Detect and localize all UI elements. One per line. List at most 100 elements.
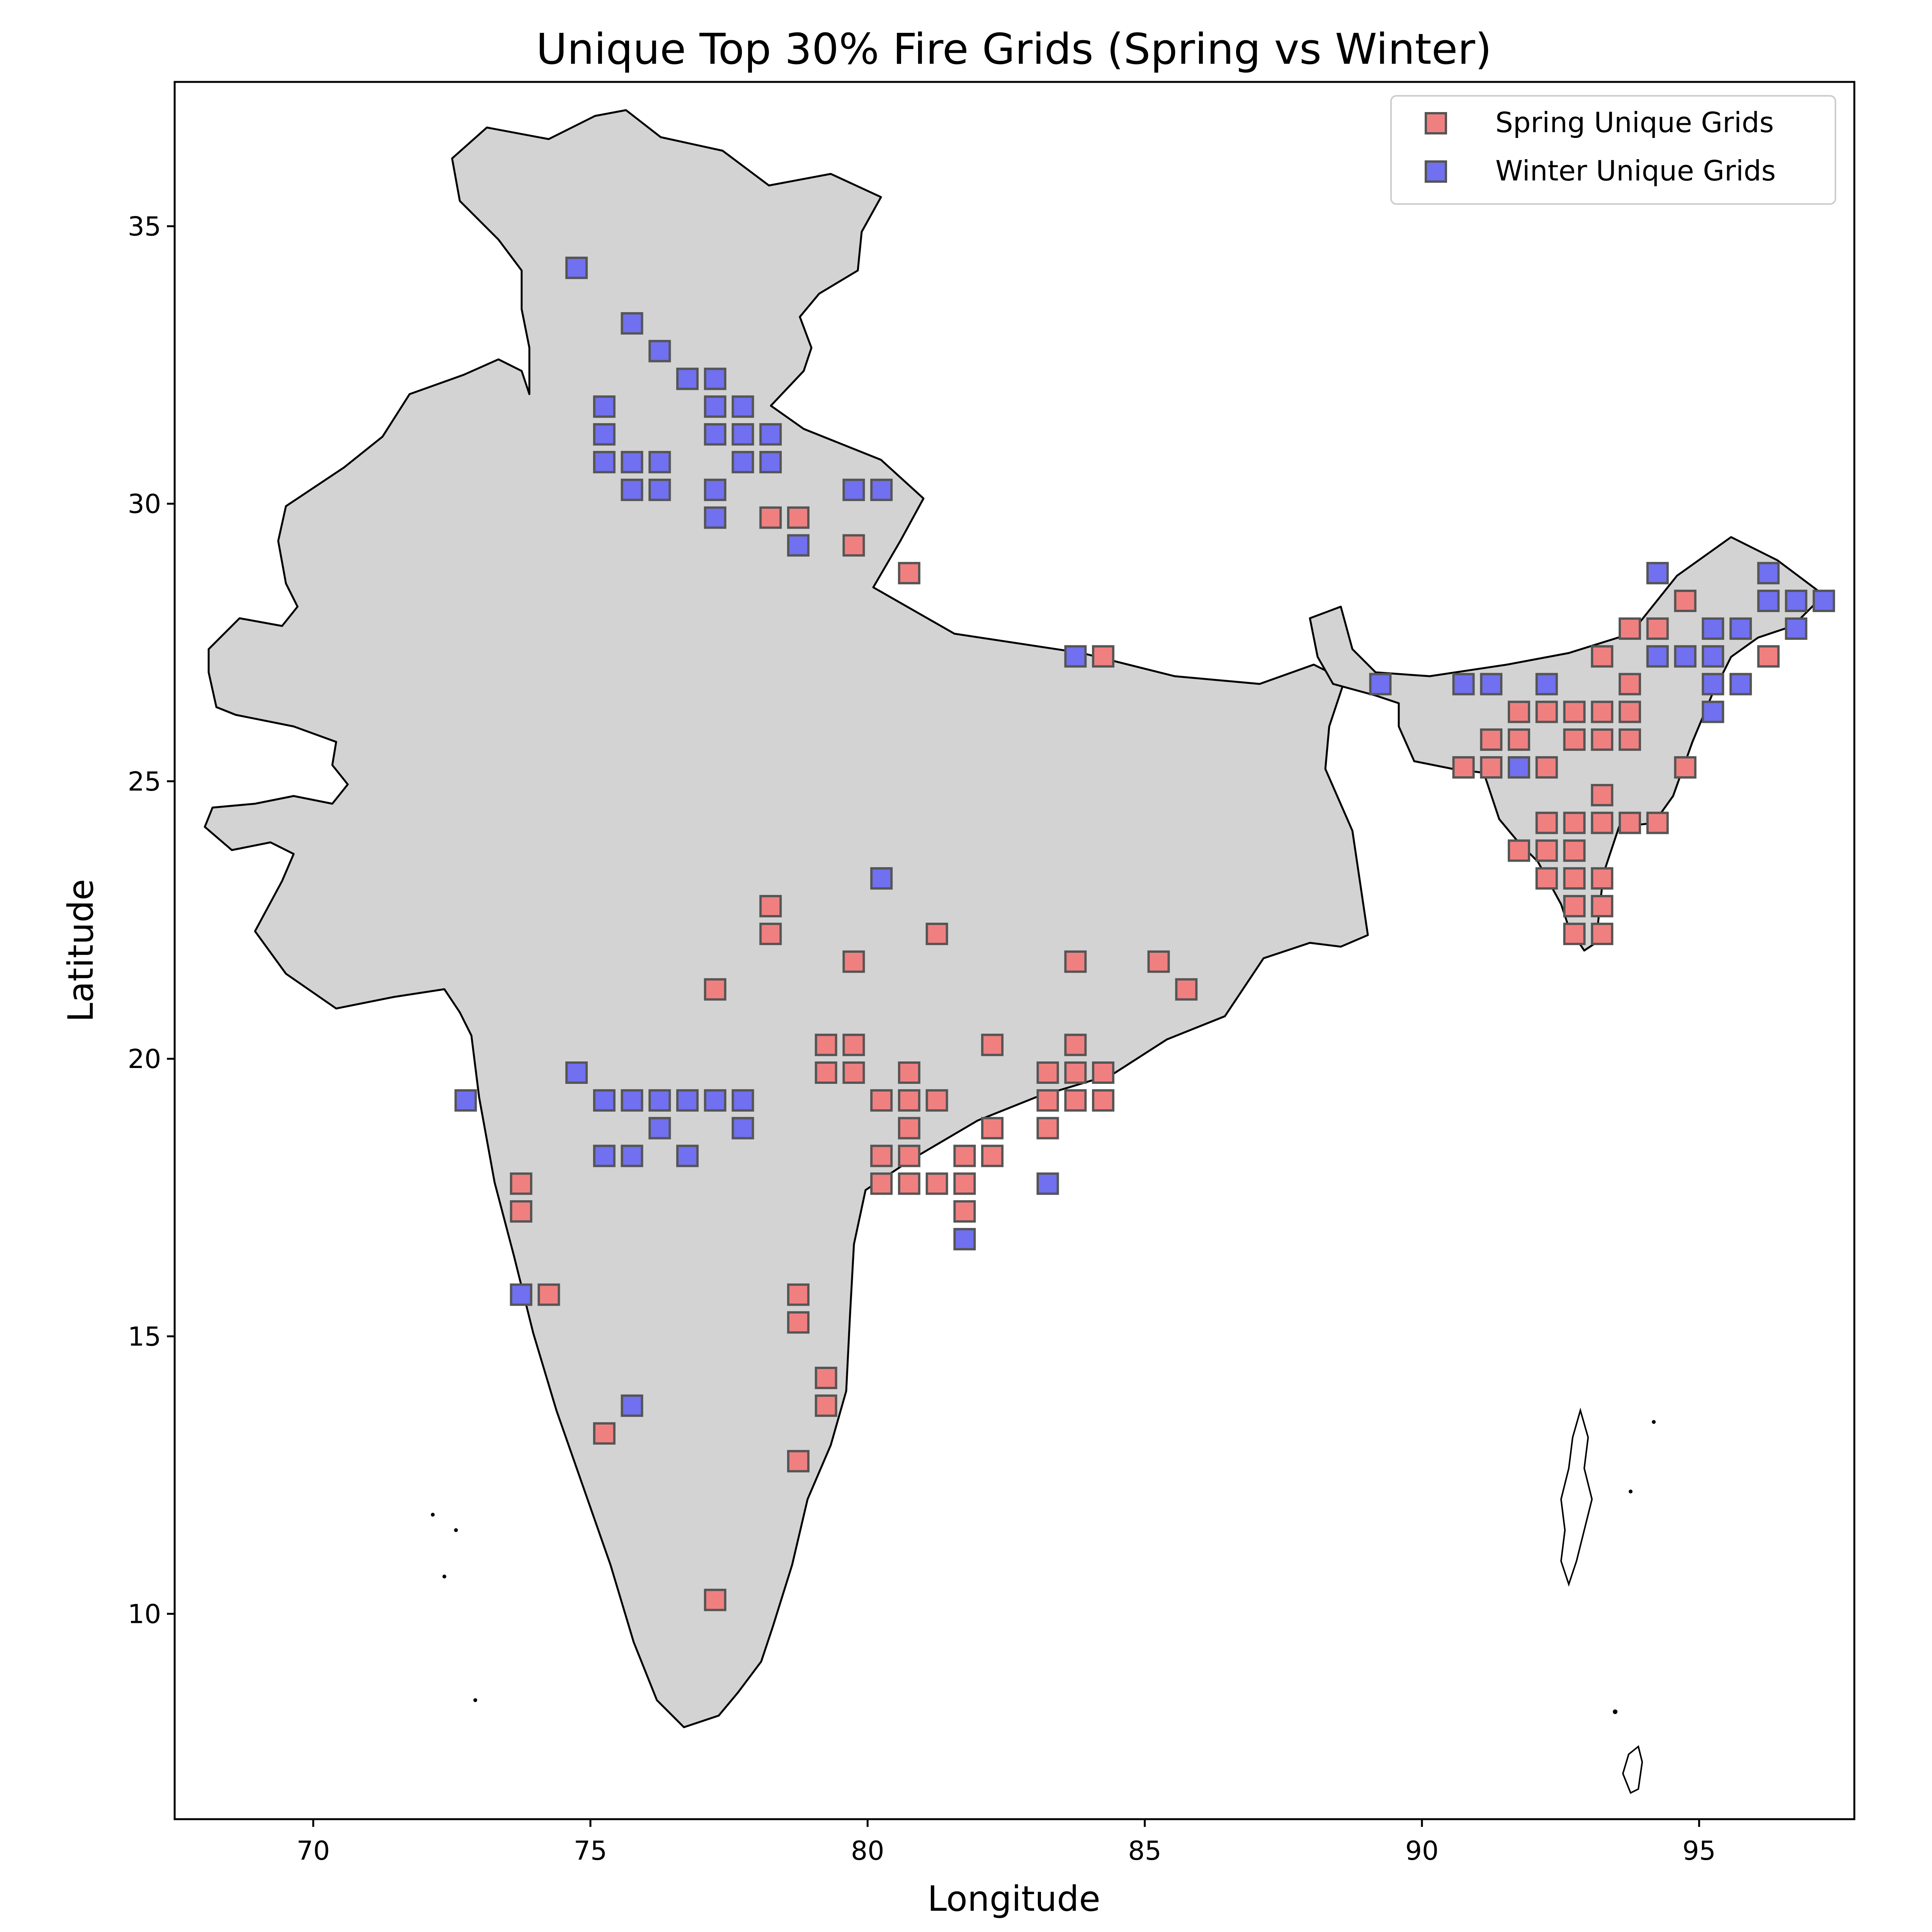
grid-marks [454, 257, 1835, 1611]
winter-grid-marker [704, 478, 726, 501]
winter-grid-marker [731, 451, 754, 473]
winter-grid-marker [1785, 590, 1808, 612]
spring-grid-marker [1535, 701, 1558, 723]
spring-grid-marker [1591, 701, 1614, 723]
winter-grid-marker [759, 423, 782, 446]
spring-grid-marker [842, 1061, 865, 1084]
x-tick-label: 70 [296, 1836, 330, 1866]
spring-grid-marker [1563, 839, 1586, 862]
spring-grid-marker [1508, 728, 1531, 751]
spring-grid-marker [1064, 1089, 1087, 1112]
spring-grid-marker [842, 534, 865, 557]
spring-grid-marker [953, 1172, 976, 1195]
spring-grid-marker [1036, 1117, 1059, 1139]
winter-grid-marker [593, 1145, 616, 1167]
spring-grid-marker [842, 1034, 865, 1056]
legend-marker-spring [1425, 112, 1447, 134]
spring-grid-marker [1535, 867, 1558, 890]
winter-grid-marker [1369, 673, 1392, 696]
spring-grid-marker [1480, 756, 1503, 779]
spring-grid-marker [898, 1061, 920, 1084]
x-tick-label: 80 [851, 1836, 884, 1866]
spring-grid-marker [815, 1034, 837, 1056]
andaman-islands-shape [1560, 1407, 1643, 1794]
spring-grid-marker [898, 562, 920, 585]
spring-grid-marker [953, 1145, 976, 1167]
winter-grid-marker [1508, 756, 1531, 779]
winter-grid-marker [621, 1089, 643, 1112]
winter-grid-marker [842, 478, 865, 501]
spring-grid-marker [898, 1089, 920, 1112]
spring-grid-marker [1092, 1061, 1115, 1084]
y-tick-label: 30 [128, 489, 161, 520]
spring-grid-marker [815, 1367, 837, 1389]
spring-grid-marker [1535, 839, 1558, 862]
spring-grid-marker [1618, 673, 1641, 696]
legend-label-winter: Winter Unique Grids [1495, 155, 1776, 187]
spring-grid-marker [1674, 756, 1697, 779]
winter-grid-marker [648, 478, 671, 501]
winter-grid-marker [1702, 617, 1725, 640]
winter-grid-marker [648, 1089, 671, 1112]
spring-grid-marker [1452, 756, 1475, 779]
axis-ticks: 70 75 80 85 90 95 10 15 20 25 30 35 [128, 211, 1716, 1866]
spring-grid-marker [537, 1283, 560, 1306]
y-tick-label: 15 [128, 1321, 161, 1352]
spring-grid-marker [1618, 811, 1641, 834]
spring-grid-marker [1508, 839, 1531, 862]
spring-grid-marker [1092, 1089, 1115, 1112]
spring-grid-marker [1092, 645, 1115, 668]
spring-grid-marker [981, 1145, 1004, 1167]
winter-grid-marker [704, 506, 726, 529]
winter-grid-marker [676, 367, 699, 390]
spring-grid-marker [1591, 645, 1614, 668]
winter-grid-marker [1646, 645, 1669, 668]
winter-grid-marker [510, 1283, 532, 1306]
winter-grid-marker [565, 1061, 588, 1084]
spring-grid-marker [1563, 701, 1586, 723]
winter-grid-marker [648, 340, 671, 362]
spring-grid-marker [1064, 1061, 1087, 1084]
winter-grid-marker [621, 1145, 643, 1167]
spring-grid-marker [787, 506, 810, 529]
india-mainland-shape [204, 109, 1369, 1728]
x-tick-label: 90 [1405, 1836, 1439, 1866]
winter-grid-marker [1480, 673, 1503, 696]
spring-grid-marker [898, 1145, 920, 1167]
spring-grid-marker [787, 1311, 810, 1334]
spring-grid-marker [1646, 811, 1669, 834]
spring-grid-marker [1591, 728, 1614, 751]
winter-grid-marker [621, 478, 643, 501]
spring-grid-marker [1591, 784, 1614, 806]
x-tick-label: 75 [574, 1836, 607, 1866]
spring-grid-marker [1757, 645, 1780, 668]
winter-grid-marker [1535, 673, 1558, 696]
spring-grid-marker [787, 1283, 810, 1306]
winter-grid-marker [731, 1089, 754, 1112]
winter-grid-marker [593, 451, 616, 473]
spring-grid-marker [1591, 811, 1614, 834]
winter-grid-marker [1452, 673, 1475, 696]
winter-grid-marker [1036, 1172, 1059, 1195]
winter-grid-marker [1702, 701, 1725, 723]
winter-grid-marker [1729, 617, 1752, 640]
winter-grid-marker [1702, 645, 1725, 668]
spring-grid-marker [1618, 617, 1641, 640]
spring-grid-marker [510, 1172, 532, 1195]
winter-grid-marker [621, 1394, 643, 1417]
winter-grid-marker [593, 423, 616, 446]
winter-grid-marker [704, 1089, 726, 1112]
spring-grid-marker [1563, 922, 1586, 945]
winter-grid-marker [1674, 645, 1697, 668]
spring-grid-marker [1535, 811, 1558, 834]
winter-grid-marker [565, 257, 588, 279]
spring-grid-marker [759, 506, 782, 529]
spring-grid-marker [1064, 1034, 1087, 1056]
spring-grid-marker [1064, 950, 1087, 973]
spring-grid-marker [870, 1089, 893, 1112]
legend-label-spring: Spring Unique Grids [1495, 106, 1774, 139]
spring-grid-marker [704, 1588, 726, 1611]
legend: Spring Unique Grids Winter Unique Grids [1390, 95, 1836, 205]
